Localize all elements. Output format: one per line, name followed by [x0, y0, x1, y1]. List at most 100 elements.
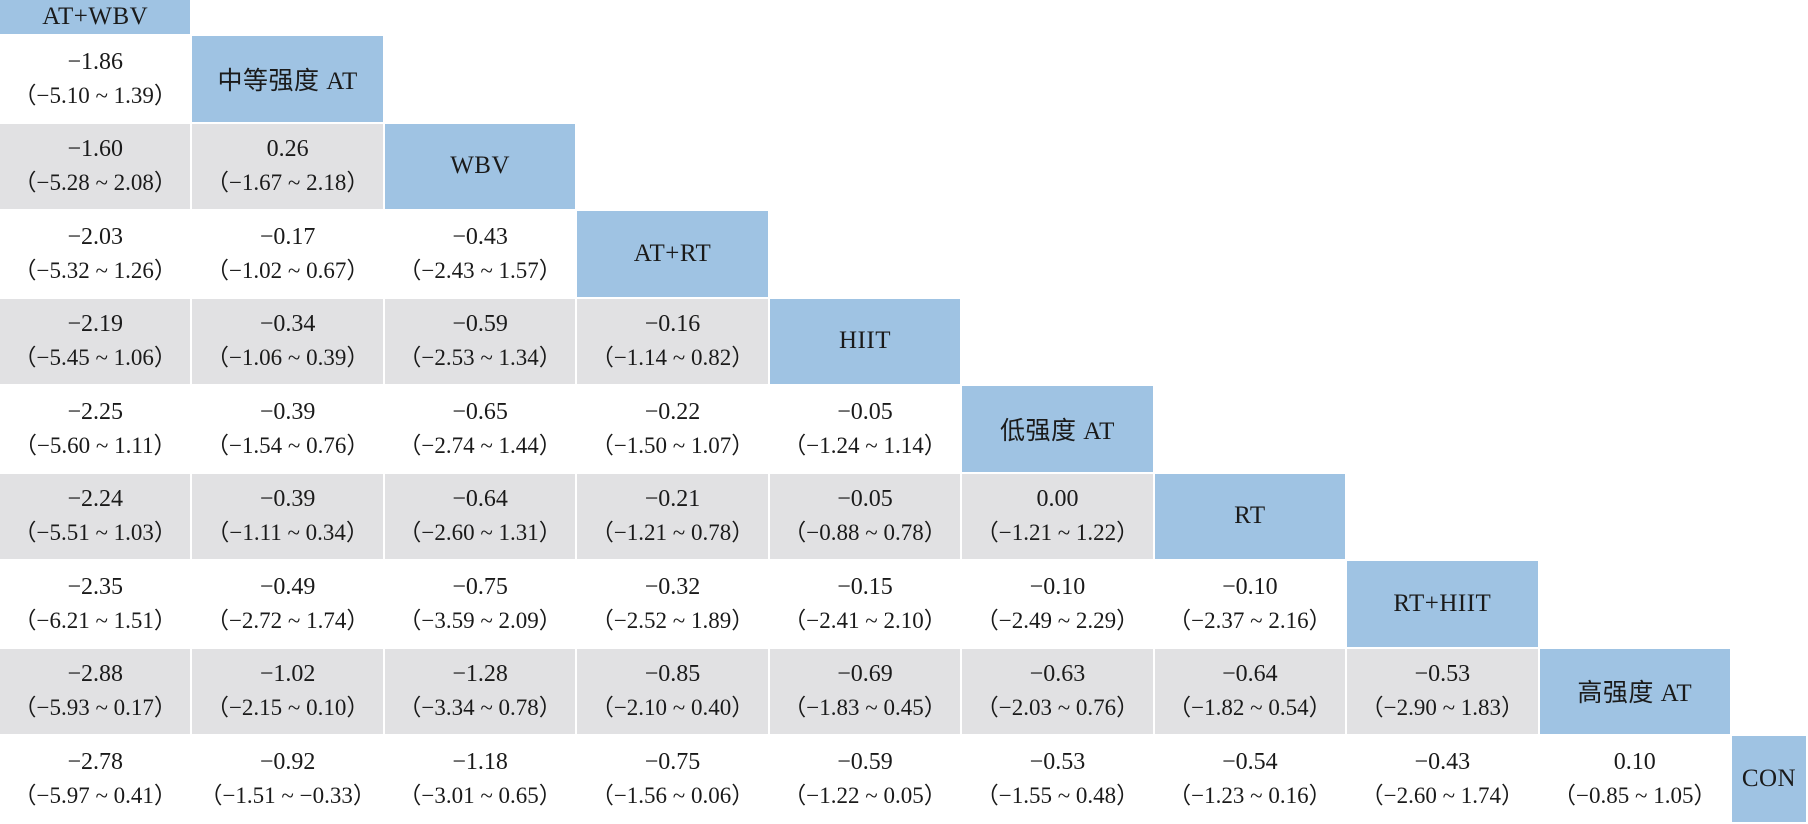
- effect-estimate: −0.15: [837, 573, 893, 600]
- effect-estimate: −2.25: [67, 398, 123, 425]
- effect-estimate: −1.28: [452, 661, 508, 688]
- confidence-interval: （−1.21 ~ 0.78）: [590, 520, 755, 546]
- effect-estimate: −0.75: [452, 573, 508, 600]
- effect-estimate: −0.21: [644, 486, 701, 513]
- empty-cell: [1540, 36, 1732, 124]
- effect-estimate: −2.19: [67, 311, 123, 338]
- confidence-interval: （−1.06 ~ 0.39）: [205, 345, 370, 371]
- treatment-cell-5: HIIT: [769, 298, 963, 386]
- confidence-interval: （−5.51 ~ 1.03）: [13, 520, 177, 546]
- empty-cell: [1732, 211, 1808, 299]
- effect-estimate: −0.59: [452, 311, 508, 338]
- effect-cell-r10-c3: −1.18 （−3.01 ~ 0.65）: [384, 736, 578, 824]
- empty-cell: [1732, 0, 1808, 36]
- effect-cell-r7-c2: −0.39 （−1.11 ~ 0.34）: [192, 473, 385, 561]
- empty-cell: [1540, 299, 1732, 387]
- effect-estimate: −0.85: [644, 661, 701, 688]
- effect-cell-r5-c3: −0.59 （−2.53 ~ 1.34）: [384, 298, 578, 386]
- effect-cell-r7-c6: 0.00 （−1.21 ~ 1.22）: [962, 473, 1155, 561]
- empty-cell: [1732, 36, 1808, 124]
- effect-estimate: −0.22: [644, 398, 701, 425]
- effect-estimate: −0.54: [1222, 748, 1278, 775]
- treatment-cell-4: AT+RT: [577, 211, 770, 299]
- effect-estimate: −0.39: [259, 486, 316, 513]
- effect-estimate: 0.10: [1613, 748, 1656, 775]
- effect-estimate: −1.86: [67, 48, 123, 75]
- confidence-interval: （−1.82 ~ 0.54）: [1168, 695, 1332, 721]
- effect-estimate: −0.75: [644, 748, 701, 775]
- confidence-interval: （−2.10 ~ 0.40）: [590, 695, 755, 721]
- confidence-interval: （−5.10 ~ 1.39）: [13, 82, 177, 108]
- empty-cell: [1347, 299, 1539, 387]
- effect-cell-r4-c2: −0.17 （−1.02 ~ 0.67）: [192, 211, 385, 299]
- empty-cell: [385, 36, 577, 124]
- effect-estimate: −0.92: [259, 748, 316, 775]
- confidence-interval: （−2.43 ~ 1.57）: [398, 257, 562, 283]
- confidence-interval: （−6.21 ~ 1.51）: [13, 607, 177, 633]
- confidence-interval: （−2.53 ~ 1.34）: [398, 345, 562, 371]
- confidence-interval: （−1.67 ~ 2.18）: [205, 170, 370, 196]
- effect-estimate: −0.64: [1222, 661, 1278, 688]
- effect-estimate: 0.00: [1036, 486, 1079, 513]
- empty-cell: [577, 124, 769, 212]
- effect-cell-r8-c1: −2.35 （−6.21 ~ 1.51）: [0, 561, 193, 649]
- effect-cell-r9-c8: −0.53 （−2.90 ~ 1.83）: [1347, 648, 1540, 736]
- treatment-cell-2: 中等强度 AT: [192, 36, 385, 124]
- effect-cell-r8-c4: −0.32 （−2.52 ~ 1.89）: [577, 561, 770, 649]
- confidence-interval: （−3.34 ~ 0.78）: [398, 695, 562, 721]
- effect-estimate: −0.10: [1029, 573, 1086, 600]
- treatment-cell-8: RT+HIIT: [1347, 561, 1540, 649]
- effect-cell-r6-c4: −0.22 （−1.50 ~ 1.07）: [577, 386, 770, 474]
- confidence-interval: （−5.28 ~ 2.08）: [13, 170, 177, 196]
- effect-cell-r8-c7: −0.10 （−2.37 ~ 2.16）: [1154, 561, 1348, 649]
- treatment-cell-6: 低强度 AT: [962, 386, 1155, 474]
- effect-cell-r10-c7: −0.54 （−1.23 ~ 0.16）: [1154, 736, 1348, 824]
- empty-cell: [770, 124, 962, 212]
- effect-cell-r4-c1: −2.03 （−5.32 ~ 1.26）: [0, 211, 193, 299]
- empty-cell: [1347, 211, 1539, 299]
- confidence-interval: （−0.85 ~ 1.05）: [1553, 782, 1717, 808]
- effect-estimate: −2.35: [67, 573, 123, 600]
- treatment-cell-10: CON: [1731, 736, 1808, 824]
- empty-cell: [770, 211, 962, 299]
- effect-cell-r4-c3: −0.43 （−2.43 ~ 1.57）: [384, 211, 578, 299]
- effect-cell-r2-c1: −1.86 （−5.10 ~ 1.39）: [0, 36, 193, 124]
- empty-cell: [1155, 386, 1347, 474]
- confidence-interval: （−5.97 ~ 0.41）: [13, 782, 177, 808]
- effect-cell-r9-c3: −1.28 （−3.34 ~ 0.78）: [384, 648, 578, 736]
- empty-cell: [1540, 386, 1732, 474]
- empty-cell: [1347, 474, 1539, 562]
- effect-cell-r6-c1: −2.25 （−5.60 ~ 1.11）: [0, 386, 193, 474]
- empty-cell: [1155, 0, 1347, 36]
- confidence-interval: （−2.15 ~ 0.10）: [205, 695, 370, 721]
- empty-cell: [1155, 211, 1347, 299]
- effect-estimate: −0.05: [837, 486, 893, 513]
- confidence-interval: （−2.72 ~ 1.74）: [205, 607, 370, 633]
- confidence-interval: （−2.41 ~ 2.10）: [783, 607, 947, 633]
- effect-estimate: −0.53: [1029, 748, 1086, 775]
- effect-cell-r5-c4: −0.16 （−1.14 ~ 0.82）: [577, 298, 770, 386]
- effect-estimate: −1.18: [452, 748, 508, 775]
- effect-cell-r7-c4: −0.21 （−1.21 ~ 0.78）: [577, 473, 770, 561]
- effect-cell-r9-c2: −1.02 （−2.15 ~ 0.10）: [192, 648, 385, 736]
- effect-cell-r8-c3: −0.75 （−3.59 ~ 2.09）: [384, 561, 578, 649]
- effect-estimate: −0.32: [644, 573, 701, 600]
- empty-cell: [1347, 0, 1539, 36]
- confidence-interval: （−2.52 ~ 1.89）: [590, 607, 755, 633]
- empty-cell: [1155, 36, 1347, 124]
- effect-estimate: −2.88: [67, 661, 123, 688]
- effect-cell-r7-c1: −2.24 （−5.51 ~ 1.03）: [0, 473, 193, 561]
- empty-cell: [770, 36, 962, 124]
- confidence-interval: （−0.88 ~ 0.78）: [783, 520, 947, 546]
- confidence-interval: （−5.45 ~ 1.06）: [13, 345, 177, 371]
- empty-cell: [962, 211, 1154, 299]
- confidence-interval: （−5.93 ~ 0.17）: [13, 695, 177, 721]
- effect-estimate: −0.43: [1414, 748, 1471, 775]
- effect-cell-r9-c7: −0.64 （−1.82 ~ 0.54）: [1154, 648, 1348, 736]
- effect-cell-r9-c5: −0.69 （−1.83 ~ 0.45）: [769, 648, 963, 736]
- effect-estimate: −1.02: [259, 661, 316, 688]
- empty-cell: [962, 299, 1154, 387]
- confidence-interval: （−5.32 ~ 1.26）: [13, 257, 177, 283]
- effect-cell-r8-c5: −0.15 （−2.41 ~ 2.10）: [769, 561, 963, 649]
- empty-cell: [1347, 124, 1539, 212]
